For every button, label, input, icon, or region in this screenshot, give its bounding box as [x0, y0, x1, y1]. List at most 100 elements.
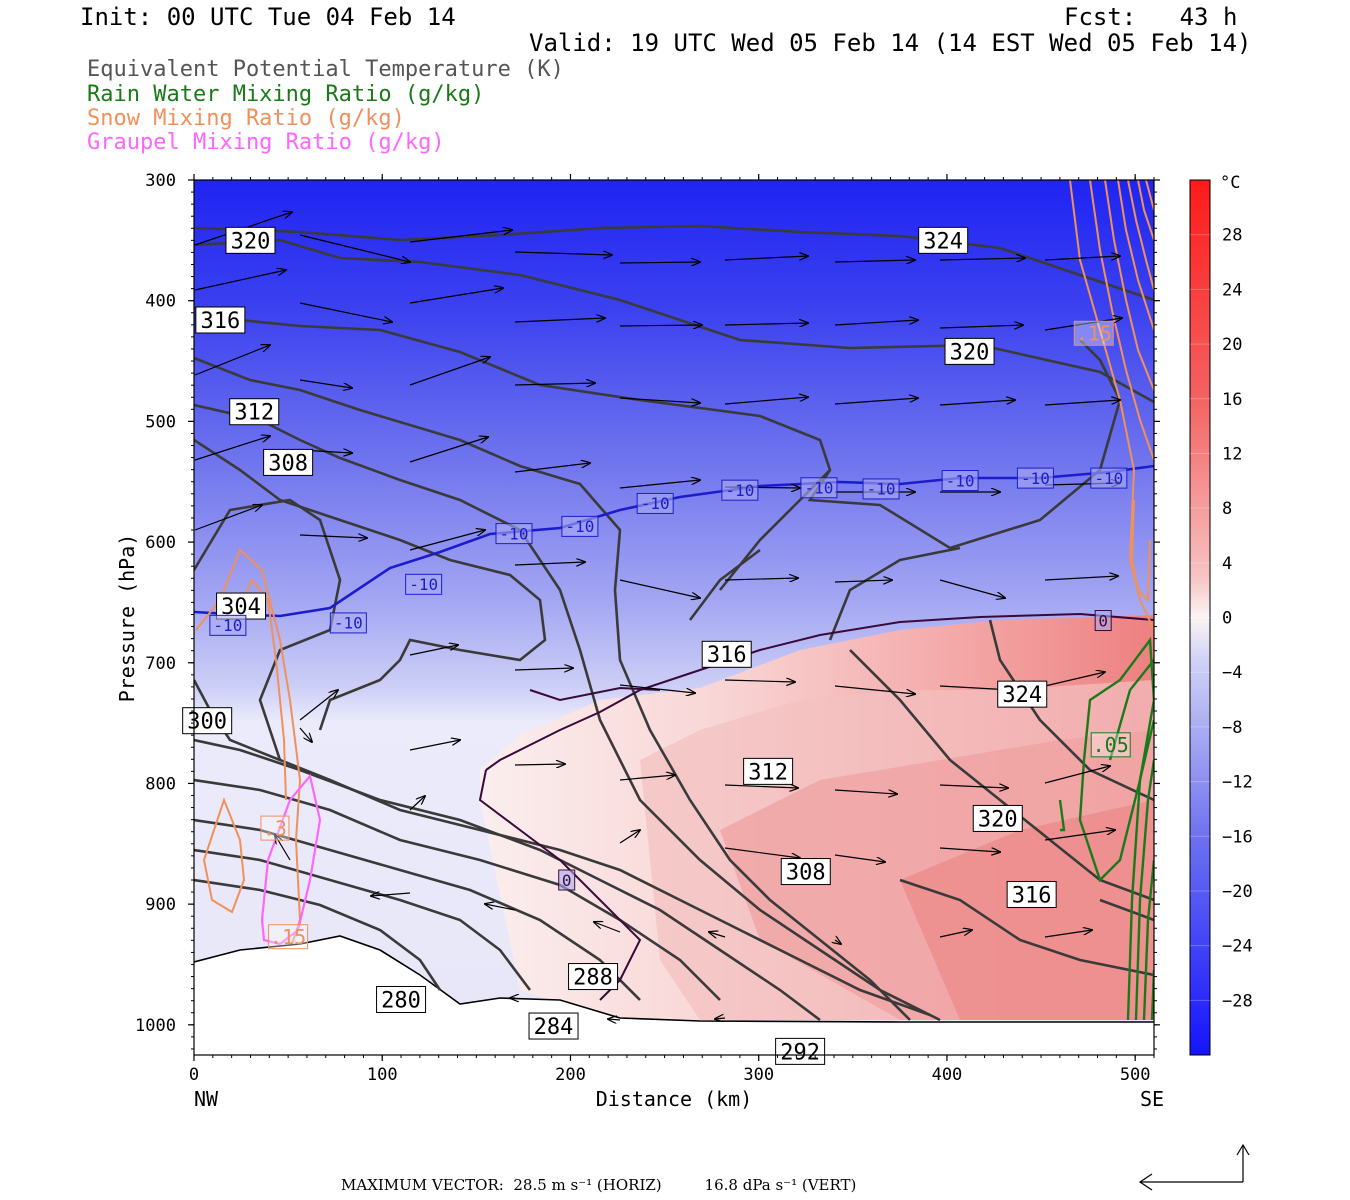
x-tick-label: 0: [189, 1065, 199, 1085]
wind-vector: [299, 727, 312, 742]
colorbar-tick-label: 8: [1222, 499, 1232, 519]
isotherm-label-box: [636, 492, 674, 514]
wind-vector: [409, 645, 458, 656]
theta-e-label: 284: [534, 1015, 574, 1040]
theta-e-label: 320: [231, 229, 271, 254]
theta-e-label-box: [376, 985, 427, 1013]
wind-vector: [299, 690, 338, 721]
rain-contours: [1058, 636, 1154, 1021]
wind-vector: [514, 764, 565, 765]
wind-vector: [834, 320, 918, 326]
wind-vector: [724, 680, 795, 682]
wind-vector: [715, 1018, 726, 1019]
wind-vector: [724, 256, 808, 261]
snow-label: .3: [263, 816, 287, 840]
wind-vector: [194, 436, 270, 461]
contour-labels: 320 3243163203123083043163243003123203083…: [182, 226, 1131, 1065]
y-tick-label: 800: [145, 774, 176, 794]
wind-vector: [834, 789, 897, 794]
isotherm-label: -10: [867, 480, 896, 499]
wind-vector: [514, 252, 612, 255]
wind-vector: [724, 397, 808, 405]
wind-vector: [939, 847, 1000, 852]
legend-graupel: Graupel Mixing Ratio (g/kg): [87, 130, 445, 155]
wind-vector: [409, 437, 488, 463]
theta-e-label: 312: [234, 401, 274, 426]
colorbar-tick-label: −20: [1222, 882, 1253, 902]
snow-label: .15: [270, 925, 306, 949]
wind-vector: [1044, 318, 1122, 331]
theta-e-label-box: [972, 804, 1023, 832]
colorbar-tick-label: −28: [1222, 991, 1253, 1011]
theta-e-contours: [194, 224, 1154, 1022]
theta-e-label: 308: [268, 451, 308, 476]
x-tick-label: 100: [367, 1065, 398, 1085]
theta-e-label-box: [944, 337, 995, 365]
wind-vector: [619, 480, 700, 489]
isotherm-label-box: [558, 869, 576, 891]
wind-vector: [1044, 576, 1118, 581]
wind-vector: [608, 1019, 621, 1020]
colorbar-tick-label: −4: [1222, 663, 1242, 683]
rain-label-box: [1090, 732, 1131, 758]
theta-e-label: 316: [707, 643, 747, 668]
snow-label-box: [268, 924, 309, 950]
colorbar-ticks: °C 28 24 20 16 12 8 4 0 −4 −8 −12 −16 −20 −24 −28: [1190, 173, 1253, 1011]
theta-e-label: 320: [978, 807, 1018, 832]
isotherm-label-box: [721, 479, 759, 501]
theta-e-label: 280: [381, 988, 421, 1013]
wind-vector: [371, 893, 411, 896]
wind-vector: [194, 270, 286, 291]
x-tick-label: 500: [1120, 1065, 1151, 1085]
wind-vector: [409, 357, 490, 386]
theta-e-label: 292: [780, 1040, 820, 1065]
wind-vector: [1044, 400, 1120, 406]
graupel-contours: [260, 773, 322, 946]
isotherm-label-box: [862, 478, 900, 500]
wind-vector: [939, 579, 1005, 598]
colorbar-unit: °C: [1220, 173, 1240, 193]
isotherm-label: 0: [562, 871, 572, 890]
wind-vector: [409, 530, 485, 551]
wind-vector: [409, 288, 503, 304]
colorbar-tick-label: −24: [1222, 937, 1253, 957]
theta-e-label: 320: [950, 340, 990, 365]
wind-vector: [619, 830, 640, 844]
endpoint-left: NW: [194, 1087, 219, 1111]
colorbar-tick-label: 4: [1222, 554, 1232, 574]
isotherm-label: -10: [1094, 469, 1123, 488]
wind-vector: [409, 740, 460, 751]
wind-vector: [834, 685, 915, 694]
wind-vector: [514, 383, 595, 385]
wind-vector: [299, 234, 410, 262]
snow-label-box: [260, 815, 290, 841]
wind-vector: [594, 922, 621, 933]
isotherm-label: -10: [500, 524, 529, 543]
max-vector-note: MAXIMUM VECTOR: 28.5 m s⁻¹ (HORIZ) 16.8 …: [341, 1176, 857, 1194]
theta-e-label-box: [775, 1037, 826, 1065]
isotherm-label-box: [800, 477, 838, 499]
wind-vector: [514, 562, 585, 565]
wind-vector: [299, 302, 392, 322]
wind-vector: [834, 854, 885, 862]
wind-vector: [724, 323, 808, 325]
isotherm-label: 0: [1098, 611, 1108, 630]
wind-vector: [939, 325, 1023, 328]
rain-label: .05: [1093, 733, 1129, 757]
init-time: Init: 00 UTC Tue 04 Feb 14: [80, 3, 456, 31]
colorbar-tick-label: 16: [1222, 390, 1242, 410]
forecast-hour: Fcst: 43 h: [1064, 3, 1238, 31]
colorbar: [1189, 179, 1211, 1056]
theta-e-label: 316: [200, 309, 240, 334]
wind-vector: [834, 260, 915, 262]
isotherm-label-box: [1090, 467, 1128, 489]
theta-e-label: 288: [573, 965, 613, 990]
isotherm-label: -10: [213, 616, 242, 635]
x-tick-label: 200: [555, 1065, 586, 1085]
theta-e-label-box: [1006, 880, 1057, 908]
colorbar-tick-label: −8: [1222, 718, 1242, 738]
wind-vector: [724, 578, 798, 580]
wind-vector: [409, 230, 512, 243]
isotherm-label-box: [561, 515, 599, 537]
wind-vector: [709, 932, 726, 937]
